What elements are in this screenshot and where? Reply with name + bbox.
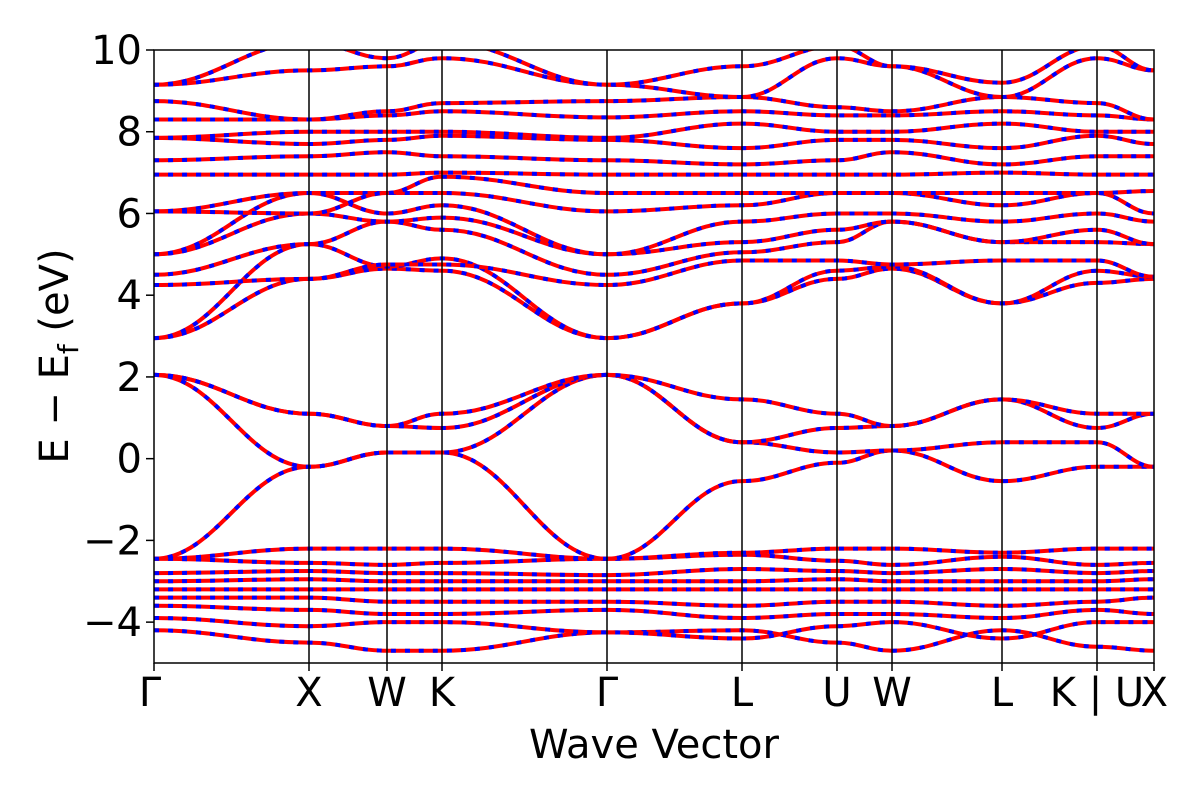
band-14-spin-down (154, 242, 1154, 341)
x-tick-label-10: X (1141, 670, 1168, 716)
x-tick-label-0: Γ (139, 670, 162, 716)
band-22-spin-down (154, 150, 1154, 167)
band-23-spin-up (154, 133, 1154, 151)
band-19-spin-down (154, 190, 1154, 216)
band-20-spin-up (154, 174, 1154, 216)
band-16-spin-up (154, 219, 1154, 277)
band-11-spin-down (154, 372, 1154, 445)
band-2-spin-down (154, 603, 1154, 621)
y-tick-label-3: 2 (117, 355, 142, 401)
band-8-spin-down (154, 546, 1154, 561)
band-10-spin-up (154, 372, 1154, 469)
band-23-spin-down (154, 133, 1154, 151)
x-axis-label: Wave Vector (529, 722, 780, 768)
x-tick-label-7: W (872, 670, 912, 716)
y-axis-label-subscript: f (52, 343, 85, 354)
band-19-spin-up (154, 190, 1154, 216)
band-25-spin-down (154, 109, 1154, 122)
y-axis-label-unit: (eV) (32, 248, 78, 344)
band-14-spin-up (154, 242, 1154, 341)
y-tick-label-1: −2 (83, 518, 142, 564)
x-tick-label-3: K (429, 670, 457, 716)
band-27-spin-up (154, 56, 1154, 100)
band-21-spin-up (154, 170, 1154, 177)
band-5-spin-up (154, 577, 1154, 584)
band-16-spin-down (154, 219, 1154, 277)
x-tick-label-8: L (991, 670, 1014, 716)
y-tick-label-5: 6 (117, 191, 142, 237)
band-17-spin-down (154, 211, 1154, 257)
band-12-spin-up (154, 372, 1154, 429)
band-21-spin-down (154, 170, 1154, 177)
band-3-spin-up (154, 595, 1154, 608)
y-tick-label-6: 8 (117, 110, 142, 156)
band-28-spin-down (154, 50, 1154, 87)
x-tick-label-2: W (367, 670, 407, 716)
band-24-spin-up (154, 121, 1154, 140)
plot-frame (153, 49, 1155, 664)
x-tick-label-4: Γ (596, 670, 619, 716)
y-tick-label-0: −4 (83, 600, 142, 646)
x-tick-label-6: U (822, 670, 851, 716)
y-axis-ticks: −4 −2 0 2 4 6 8 10 (83, 28, 154, 646)
y-axis-label: E − Ef (eV) (32, 248, 85, 463)
band-27-spin-down (154, 56, 1154, 100)
x-tick-label-1: X (295, 670, 322, 716)
band-1-spin-up (154, 616, 1154, 641)
band-15-spin-down (154, 258, 1154, 288)
x-tick-label-9: K | U (1050, 670, 1144, 716)
y-tick-label-7: 10 (91, 28, 142, 74)
band-0-spin-down (154, 628, 1154, 653)
band-6-spin-up (154, 566, 1154, 578)
y-tick-label-2: 0 (117, 437, 142, 483)
band-3-spin-down (154, 595, 1154, 608)
y-tick-label-4: 4 (117, 273, 142, 319)
kpoint-divider-lines (308, 50, 1098, 663)
y-axis-label-main: E − E (32, 354, 78, 464)
band-7-spin-down (154, 552, 1154, 567)
band-15-spin-up (154, 258, 1154, 288)
band-22-spin-up (154, 150, 1154, 167)
band-11-spin-up (154, 372, 1154, 445)
band-10-spin-down (154, 372, 1154, 469)
band-6-spin-down (154, 566, 1154, 578)
band-24-spin-down (154, 121, 1154, 140)
bands-layer (154, 50, 1154, 653)
x-tick-label-5: L (731, 670, 754, 716)
band-5-spin-down (154, 577, 1154, 584)
